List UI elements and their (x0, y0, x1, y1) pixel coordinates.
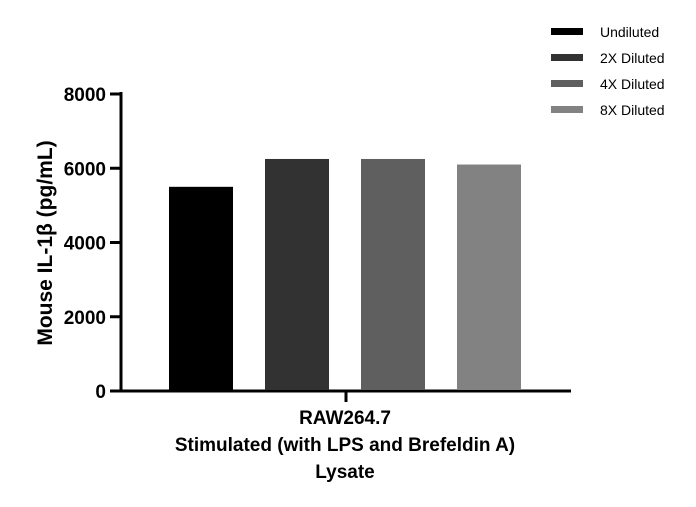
x-axis-title-line-1: RAW264.7 (299, 408, 391, 429)
legend-label: Undiluted (600, 24, 659, 40)
bar-8x-diluted (457, 164, 521, 390)
x-axis-title-line-2: Stimulated (with LPS and Brefeldin A) (175, 435, 515, 456)
legend-swatch (551, 80, 583, 87)
y-tick-label: 0 (95, 382, 106, 403)
bar-group (169, 158, 521, 390)
y-axis-ticks: 0 2000 4000 6000 8000 (64, 85, 121, 403)
legend-label: 2X Diluted (600, 50, 665, 66)
y-tick-label: 2000 (64, 308, 106, 329)
y-axis-title: Mouse IL-1β (pg/mL) (34, 140, 57, 345)
bar-4x-diluted (361, 158, 425, 390)
bar-2x-diluted (265, 158, 329, 390)
bar-undiluted (169, 186, 233, 390)
y-tick-label: 6000 (64, 159, 106, 180)
legend-swatch (551, 106, 583, 113)
x-axis-title-line-3: Lysate (315, 462, 375, 483)
y-tick-label: 8000 (64, 85, 106, 106)
legend-label: 4X Diluted (600, 76, 665, 92)
legend-label: 8X Diluted (600, 102, 665, 118)
legend-swatch (551, 28, 583, 35)
legend-swatch (551, 54, 583, 61)
y-tick-label: 4000 (64, 234, 106, 255)
legend: Undiluted 2X Diluted 4X Diluted 8X Diluted (551, 24, 665, 118)
